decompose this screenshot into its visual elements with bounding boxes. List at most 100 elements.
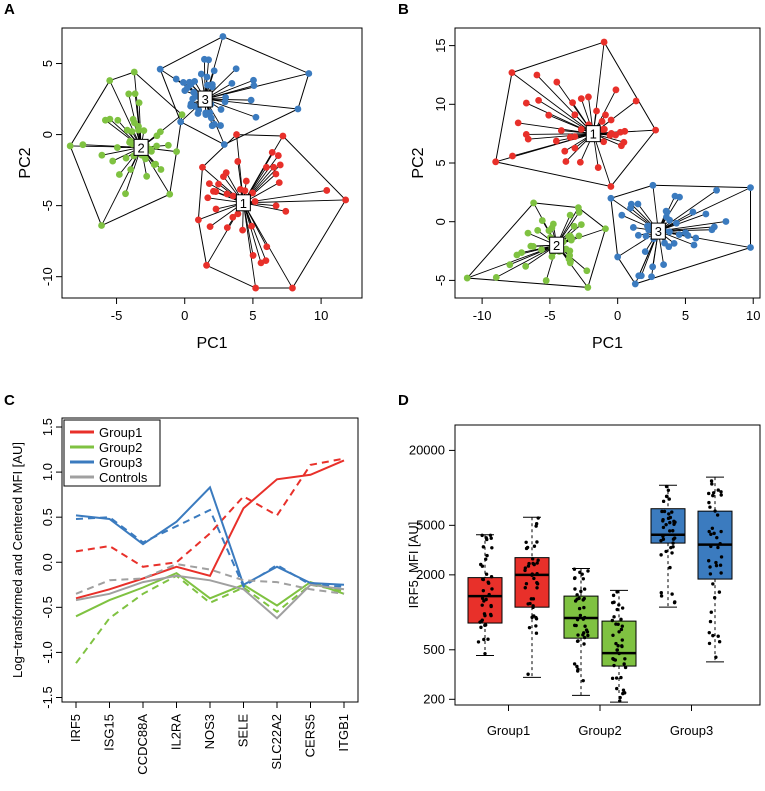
data-point [509,152,516,160]
data-point [522,262,530,270]
box-group1 [467,533,503,656]
y-tick-label: 10 [433,97,448,111]
panel-b-scatter: -10 -5 0 5 10 -5 0 5 10 15 PC1 PC2 1 2 3 [410,27,761,352]
series-line-group1-solid [75,459,345,600]
data-point [508,69,516,77]
data-point [263,163,270,171]
data-point [602,111,609,119]
data-point [252,284,260,292]
jitter-point [659,553,663,557]
data-point [275,179,283,187]
data-point [618,211,626,219]
data-point [584,284,592,291]
data-point [241,187,249,195]
jitter-point [670,592,674,596]
data-point [143,172,151,180]
data-point [527,242,535,250]
data-point [600,138,608,146]
x-tick-label: -10 [473,308,492,323]
data-point [575,232,583,240]
spoke-line [205,98,298,110]
jitter-point [573,587,577,591]
data-point [217,122,224,129]
data-point [660,261,668,268]
box-group1 [514,516,550,678]
x-tick-label: IL2RA [169,714,184,750]
jitter-point [529,597,534,601]
data-point [229,213,237,221]
jitter-point [573,576,577,580]
data-point [223,224,231,232]
data-point [115,171,123,178]
jitter-point [480,533,484,538]
data-point [106,77,114,84]
data-point [199,163,206,171]
x-tick-label: CERS5 [303,714,318,757]
data-point [583,267,591,275]
data-point [229,192,237,200]
panel-label-a: A [4,1,15,18]
jitter-point [665,494,669,499]
data-point [602,225,609,233]
data-point [545,227,553,235]
data-point [98,222,105,229]
y-tick-label: 5 [433,159,448,166]
panel-label-b: B [398,1,409,18]
data-point [552,137,560,145]
jitter-point [576,633,580,637]
data-point [148,148,155,155]
cluster-2: 2 [463,199,609,291]
spoke-line [205,85,255,100]
jitter-point [585,630,590,634]
x-tick-label: NOS3 [202,714,217,749]
x-tick-label: 5 [682,308,689,323]
jitter-point [707,500,711,505]
y-tick-label: 0.0 [40,553,55,571]
data-point [533,71,541,79]
data-point [178,111,186,119]
jitter-point [620,606,625,610]
data-point [607,194,615,202]
data-point [649,181,657,189]
data-point [652,126,660,134]
x-tick-label: 0 [614,308,621,323]
data-point [620,138,628,146]
jitter-point [535,540,539,544]
jitter-point [488,533,493,538]
data-point [131,90,139,98]
jitter-point [659,538,663,543]
data-point [545,111,553,119]
data-point [506,261,514,269]
jitter-point [713,509,717,513]
jitter-point [578,570,582,575]
data-point [153,142,161,150]
series-line-group3-solid [75,485,345,587]
series-line-group2-dashed [75,574,345,664]
data-point [186,78,193,86]
data-point [641,248,649,256]
centroid-label: 3 [202,92,209,107]
centroid-label: 3 [655,224,662,239]
data-point [566,211,574,219]
data-point [109,157,117,165]
jitter-point [707,491,711,496]
data-point [128,128,136,135]
data-point [114,116,122,124]
series-line-group1-dashed [75,457,345,568]
jitter-point [709,479,714,483]
data-point [549,220,557,228]
data-point [98,151,106,159]
jitter-point [714,560,718,565]
plot-frame [61,27,363,299]
jitter-point [660,509,664,514]
data-point [204,81,211,89]
data-point [566,247,574,255]
jitter-point [484,536,488,540]
jitter-point [581,633,585,637]
data-point [210,67,218,75]
convex-hull [466,202,607,288]
box-iqr [601,620,637,667]
data-point [612,86,620,94]
jitter-point [719,490,723,494]
jitter-point [716,488,720,492]
